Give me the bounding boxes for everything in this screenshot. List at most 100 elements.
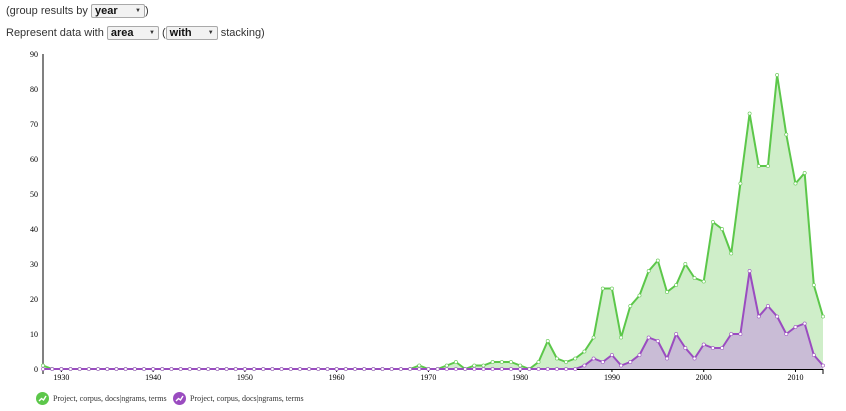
data-point-series-2 — [288, 367, 293, 371]
data-point-series-2 — [435, 367, 440, 371]
data-point-series-2 — [298, 367, 302, 371]
data-point-series-2 — [197, 367, 201, 371]
data-point-series-2 — [793, 325, 798, 329]
x-tick-label: 1980 — [512, 373, 528, 382]
data-point-series-2 — [784, 332, 789, 336]
data-point-series-1 — [775, 73, 780, 77]
y-tick-label: 0 — [34, 365, 38, 374]
data-point-series-2 — [499, 367, 504, 371]
data-point-series-1 — [655, 258, 660, 263]
data-point-series-2 — [655, 339, 660, 343]
data-point-series-2 — [738, 332, 743, 336]
data-point-series-1 — [729, 251, 734, 256]
data-point-series-2 — [775, 314, 780, 319]
data-point-series-2 — [454, 367, 458, 371]
x-tick-label: 1990 — [604, 373, 620, 382]
data-point-series-2 — [701, 342, 706, 347]
data-point-series-2 — [637, 353, 642, 357]
data-point-series-2 — [610, 353, 614, 357]
data-point-series-2 — [233, 367, 238, 371]
data-point-series-2 — [564, 367, 568, 371]
data-point-series-2 — [114, 367, 119, 371]
group-by-close-paren: ) — [145, 5, 149, 17]
data-point-series-2 — [41, 367, 45, 371]
data-point-series-2 — [105, 367, 110, 371]
data-point-series-2 — [628, 360, 633, 364]
data-point-series-2 — [674, 332, 679, 336]
group-by-label: (group results by — [6, 5, 88, 17]
data-point-series-2 — [600, 360, 605, 364]
data-point-series-1 — [665, 290, 669, 294]
data-point-series-1 — [674, 283, 679, 287]
y-tick-label: 90 — [30, 50, 38, 59]
y-tick-label: 60 — [30, 155, 38, 164]
data-point-series-1 — [738, 181, 743, 186]
x-tick-label: 1950 — [237, 373, 253, 382]
x-tick-label: 2010 — [787, 373, 803, 382]
data-point-series-1 — [454, 360, 458, 364]
represent-select[interactable]: area ▼ — [106, 26, 159, 40]
data-point-series-1 — [646, 269, 651, 273]
dropdown-arrow-icon: ▼ — [148, 30, 155, 36]
data-point-series-2 — [59, 367, 64, 371]
data-point-series-2 — [242, 367, 247, 371]
data-point-series-2 — [444, 367, 449, 371]
stacking-select[interactable]: with ▼ — [165, 26, 218, 40]
data-point-series-2 — [408, 367, 412, 371]
data-point-series-1 — [573, 356, 578, 361]
data-point-series-2 — [720, 346, 724, 350]
data-point-series-2 — [463, 367, 468, 371]
data-point-series-2 — [481, 367, 486, 371]
data-point-series-2 — [554, 367, 559, 371]
data-point-series-1 — [821, 314, 825, 319]
data-point-series-2 — [747, 269, 752, 273]
data-point-series-1 — [619, 335, 624, 340]
data-point-series-2 — [766, 304, 770, 308]
data-point-series-1 — [811, 283, 816, 287]
data-point-series-2 — [206, 367, 211, 371]
data-point-series-1 — [701, 279, 706, 284]
stacked-area-chart: 0 10 20 30 40 50 60 70 80 90 1930 1940 1950 1960 1970 1… — [30, 50, 825, 382]
data-point-series-2 — [362, 367, 367, 371]
data-point-series-1 — [564, 360, 568, 364]
represent-value: area — [110, 27, 134, 40]
data-point-series-1 — [610, 286, 614, 291]
data-point-series-1 — [481, 363, 486, 368]
represent-row: Represent data with area ▼ ( with ▼ stac… — [6, 26, 265, 40]
data-point-series-1 — [802, 171, 807, 175]
data-point-series-2 — [710, 346, 715, 350]
data-point-series-2 — [187, 367, 192, 371]
x-tick-label: 1940 — [145, 373, 161, 382]
data-point-series-1 — [554, 356, 559, 361]
legend-swatch-purple-icon — [173, 392, 186, 405]
data-point-series-2 — [472, 367, 477, 371]
data-point-series-1 — [628, 304, 633, 308]
data-point-series-1 — [637, 293, 642, 298]
data-point-series-2 — [619, 363, 624, 368]
data-point-series-2 — [169, 367, 174, 371]
data-point-series-1 — [720, 227, 724, 231]
data-point-series-1 — [591, 335, 596, 340]
data-point-series-2 — [380, 367, 385, 371]
areas-group — [43, 75, 823, 369]
data-point-series-2 — [307, 367, 312, 371]
data-point-series-1 — [472, 363, 477, 368]
data-point-series-2 — [389, 367, 394, 371]
stacking-label: stacking) — [220, 27, 265, 39]
y-tick-label: 40 — [30, 225, 38, 234]
data-point-series-1 — [582, 349, 587, 354]
data-point-series-2 — [142, 367, 146, 371]
stacking-open-paren: ( — [161, 27, 166, 39]
group-by-select[interactable]: year ▼ — [91, 4, 145, 18]
data-point-series-1 — [784, 132, 789, 137]
data-point-series-2 — [270, 367, 275, 371]
stacking-value: with — [169, 27, 192, 40]
data-point-series-2 — [811, 353, 816, 357]
data-point-series-2 — [683, 346, 688, 350]
data-point-series-1 — [747, 111, 752, 116]
group-by-row: (group results by year ▼ ) — [6, 4, 149, 18]
data-point-series-1 — [536, 360, 541, 364]
y-tick-label: 50 — [30, 190, 38, 199]
data-point-series-2 — [224, 367, 229, 371]
data-point-series-1 — [417, 363, 422, 368]
